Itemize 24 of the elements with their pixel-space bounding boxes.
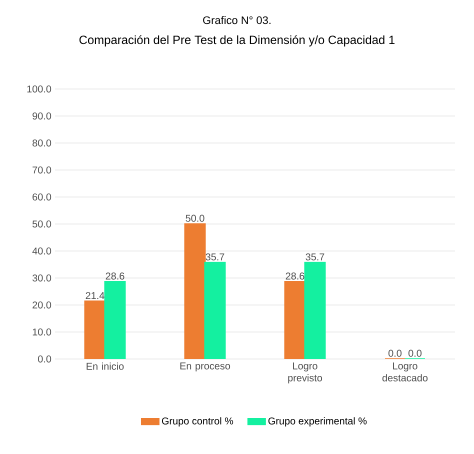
chart-subtitle: Comparación del Pre Test de la Dimensión y/o Capacidad 1 (79, 35, 395, 46)
data-label: 0.0 (408, 350, 422, 357)
data-label: 0.0 (388, 350, 402, 357)
y-tick-label: 50.0 (32, 220, 52, 228)
y-tick-label: 0.0 (38, 355, 52, 363)
x-tick-label: Logro previsto (288, 362, 322, 384)
x-tick-label: En inicio (86, 362, 124, 370)
data-label: 35.7 (306, 253, 324, 260)
y-tick-label: 80.0 (32, 139, 52, 147)
y-tick-label: 40.0 (32, 247, 52, 255)
legend-label: Grupo control % (162, 417, 234, 426)
chart-title: Grafico N° 03. (203, 16, 270, 24)
x-tick-label: Logro destacado (382, 362, 428, 382)
data-label: 50.0 (186, 214, 204, 222)
y-tick-label: 70.0 (32, 166, 52, 174)
y-tick-label: 90.0 (32, 112, 52, 120)
y-tick-label: 60.0 (32, 193, 52, 201)
data-label: 28.6 (106, 272, 124, 280)
y-tick-label: 100.0 (27, 85, 52, 93)
y-tick-label: 20.0 (32, 301, 52, 309)
y-tick-label: 10.0 (32, 328, 52, 336)
y-tick-label: 30.0 (32, 274, 52, 282)
x-tick-label: En proceso (180, 362, 230, 372)
legend-label: Grupo experimental % (268, 417, 367, 426)
